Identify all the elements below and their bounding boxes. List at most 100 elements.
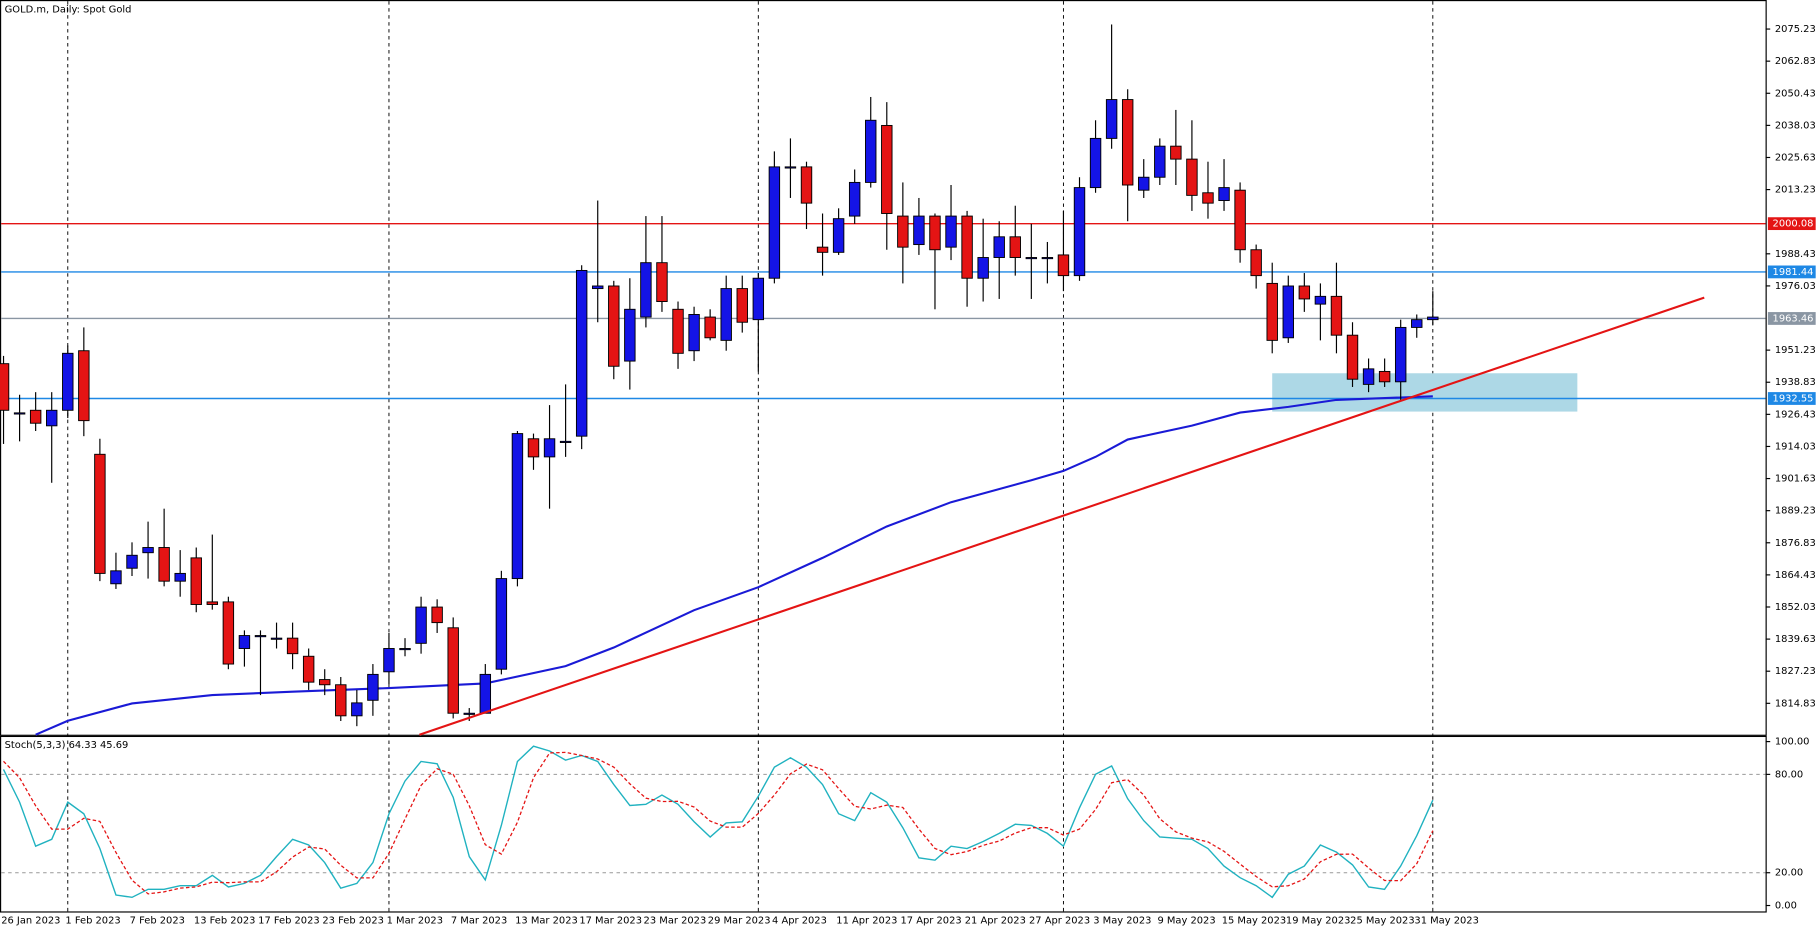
candle-body [1427, 316, 1439, 321]
x-tick-label: 31 May 2023 [1414, 916, 1478, 927]
y-tick-label: 2013.23 [1775, 185, 1816, 196]
x-tick-label: 17 Feb 2023 [258, 916, 320, 927]
candle-body [367, 673, 379, 701]
x-tick-label: 19 May 2023 [1286, 916, 1350, 927]
candle-body [688, 314, 700, 352]
stoch-title: Stoch(5,3,3) 64.33 45.69 [5, 740, 129, 751]
candle-body [945, 215, 957, 248]
candle-body [1282, 285, 1294, 339]
candle-body [575, 269, 588, 437]
candle-body [511, 433, 524, 580]
y-tick-label: 2050.43 [1775, 88, 1816, 99]
candle-body [672, 308, 684, 354]
candle-body [736, 288, 748, 323]
stoch-tick-label: 0.00 [1775, 901, 1797, 912]
candle-body [913, 215, 925, 246]
y-tick-label: 2075.23 [1775, 24, 1816, 35]
x-tick-label: 11 Apr 2023 [836, 916, 897, 927]
candle-body [1073, 187, 1086, 277]
x-tick-label: 1 Feb 2023 [65, 916, 120, 927]
candle-body [351, 702, 363, 717]
x-tick-label: 17 Apr 2023 [901, 916, 962, 927]
candle-body [431, 606, 443, 624]
candle-body [479, 673, 492, 714]
y-tick-label: 1827.23 [1775, 666, 1816, 677]
x-tick-label: 29 Mar 2023 [708, 916, 771, 927]
price-level-label: 1963.46 [1773, 313, 1814, 324]
candle-body [222, 601, 235, 665]
candle-body [254, 635, 267, 638]
y-tick-label: 1839.63 [1775, 634, 1816, 645]
candle-body [559, 440, 572, 443]
candle-body [206, 601, 219, 605]
candle-body [399, 648, 411, 651]
x-tick-label: 26 Jan 2023 [1, 916, 60, 927]
y-tick-label: 1951.23 [1775, 345, 1816, 356]
candle-body [1154, 145, 1166, 178]
candle-body [190, 557, 202, 605]
candle-body [1057, 254, 1070, 277]
candle-body [1121, 99, 1134, 186]
x-tick-label: 13 Mar 2023 [515, 916, 578, 927]
candle-body [624, 308, 636, 362]
y-tick-label: 1926.43 [1775, 409, 1816, 420]
y-tick-label: 1938.83 [1775, 377, 1816, 388]
candle-body [335, 684, 347, 717]
price-level-tag [1767, 392, 1816, 405]
x-tick-label: 13 Feb 2023 [194, 916, 256, 927]
candle-body [800, 166, 813, 204]
candle-body [1298, 285, 1311, 300]
candle-body [865, 119, 877, 183]
candle-body [142, 547, 154, 554]
candle-body [832, 218, 845, 253]
candle-body [286, 637, 299, 655]
candle-body [29, 409, 42, 424]
candle-body [784, 166, 797, 169]
candle-body [1105, 99, 1118, 139]
candle-body [1266, 282, 1278, 341]
candle-body [1202, 192, 1214, 204]
candle-body [1362, 368, 1375, 385]
candle-body [1250, 249, 1262, 277]
candle-body [704, 316, 716, 339]
candle-body [1186, 158, 1198, 196]
candle-body [415, 606, 427, 644]
candle-body [608, 285, 620, 367]
price-level-label: 1932.55 [1773, 394, 1814, 405]
candle-body [1378, 370, 1391, 383]
y-tick-label: 1864.43 [1775, 570, 1816, 581]
y-tick-label: 1814.83 [1775, 698, 1816, 709]
candle-body [1394, 326, 1407, 383]
moving-average [35, 395, 1433, 736]
y-tick-label: 1889.23 [1775, 506, 1816, 517]
candle-body [463, 712, 475, 715]
x-tick-label: 17 Mar 2023 [579, 916, 642, 927]
x-tick-label: 25 May 2023 [1350, 916, 1414, 927]
x-tick-label: 7 Feb 2023 [130, 916, 185, 927]
x-tick-label: 1 Mar 2023 [387, 916, 443, 927]
candle-body [94, 453, 106, 574]
chart-title: GOLD.m, Daily: Spot Gold [5, 4, 132, 15]
candle-body [495, 578, 508, 670]
y-tick-label: 2038.03 [1775, 120, 1816, 131]
candle-body [592, 285, 604, 290]
price-level-tag [1767, 217, 1816, 231]
candle-body [1170, 145, 1182, 160]
candle-body [126, 554, 138, 569]
stoch-k [2, 745, 1434, 899]
candle-body [238, 635, 251, 649]
candle-body [1009, 236, 1021, 258]
candle-body [383, 648, 395, 673]
candle-body [993, 236, 1005, 258]
candle-body [897, 215, 909, 248]
candle-body [78, 350, 90, 422]
candle-body [319, 679, 331, 686]
x-tick-label: 4 Apr 2023 [772, 916, 827, 927]
candle-body [174, 572, 186, 582]
candle-body [62, 352, 74, 411]
candle-body [302, 655, 315, 683]
candle-body [110, 570, 122, 585]
stoch-frame [0, 735, 1767, 913]
